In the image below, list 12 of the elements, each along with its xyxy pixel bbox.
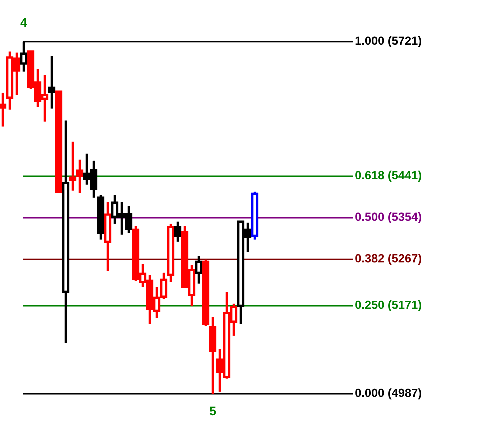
candlestick — [0, 92, 7, 128]
ref-line-label: 0.500 (5354) — [356, 212, 422, 224]
ref-line-label: 0.000 (4987) — [356, 388, 422, 400]
candlestick — [209, 316, 217, 396]
text: 5 — [210, 406, 216, 416]
ref-line-label: 0.382 (5267) — [356, 254, 422, 266]
candlestick — [174, 220, 182, 244]
ref-line-label: 0.250 (5171) — [356, 300, 422, 312]
ref-line-label: 1.000 (5721) — [356, 36, 422, 48]
text: 4 — [20, 18, 28, 27]
ref-line-label: 0.618 (5441) — [356, 170, 422, 182]
candlestick — [48, 54, 56, 110]
